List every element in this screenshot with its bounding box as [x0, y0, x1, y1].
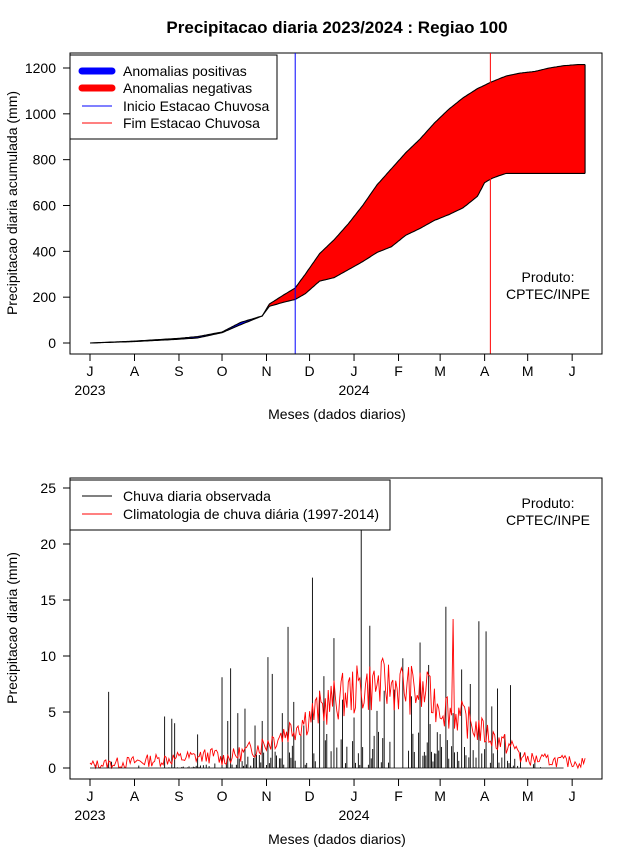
x-tick-label: M [522, 363, 534, 379]
x-tick-label: N [261, 363, 271, 379]
x-tick-label: M [434, 363, 446, 379]
x-tick-label: O [217, 788, 228, 804]
chart-title: Precipitacao diaria 2023/2024 : Regiao 1… [166, 18, 507, 37]
x-tick-label: A [480, 788, 490, 804]
x-tick-label: F [394, 788, 403, 804]
x-tick-label: J [351, 788, 358, 804]
legend-positive: Anomalias positivas [123, 63, 247, 79]
y-tick-label: 10 [40, 648, 56, 664]
panel1-legend: Anomalias positivas Anomalias negativas … [69, 54, 278, 140]
x-tick-label: S [174, 788, 183, 804]
climatology-cumulative-line [90, 64, 586, 344]
x-year-label: 2024 [338, 807, 369, 823]
legend-climatology: Climatologia de chuva diária (1997-2014) [123, 506, 379, 522]
x-tick-label: D [304, 788, 314, 804]
panel1-series [89, 53, 586, 354]
x-tick-label: J [351, 363, 358, 379]
panel2-legend: Chuva diaria observada Climatologia de c… [69, 479, 391, 531]
panel1-note-line2: CPTEC/INPE [506, 286, 590, 302]
panel2-y-label: Precipitacao diaria (mm) [4, 552, 20, 704]
negative-anomaly-area [262, 64, 586, 316]
y-tick-label: 20 [40, 536, 56, 552]
x-tick-label: D [304, 363, 314, 379]
y-tick-label: 800 [33, 152, 57, 168]
y-tick-label: 0 [48, 335, 56, 351]
x-tick-label: N [261, 788, 271, 804]
panel2-y-axis: 0 5 10 15 20 25 [40, 480, 71, 776]
y-tick-label: 15 [40, 592, 56, 608]
y-tick-label: 600 [33, 198, 57, 214]
panel2-x-label: Meses (dados diarios) [268, 831, 406, 847]
panel1-y-label: Precipitacao diaria acumulada (mm) [4, 91, 20, 315]
x-tick-label: J [87, 788, 94, 804]
climatology-line [89, 618, 586, 770]
panel1-note-line1: Produto: [522, 269, 575, 285]
x-tick-label: O [217, 363, 228, 379]
y-tick-label: 200 [33, 289, 57, 305]
x-year-label: 2023 [74, 382, 105, 398]
y-tick-label: 1000 [25, 106, 56, 122]
panel2-note-line1: Produto: [522, 495, 575, 511]
x-tick-label: J [87, 363, 94, 379]
y-tick-label: 1200 [25, 60, 56, 76]
legend-onset: Inicio Estacao Chuvosa [123, 98, 270, 114]
y-tick-label: 25 [40, 480, 56, 496]
x-tick-label: J [569, 788, 576, 804]
panel1-x-label: Meses (dados diarios) [268, 406, 406, 422]
x-tick-label: M [434, 788, 446, 804]
panel2-x-axis: J A S O N D J F M A M J 2023 2024 [74, 778, 576, 823]
x-tick-label: M [522, 788, 534, 804]
y-tick-label: 0 [48, 760, 56, 776]
observed-cumulative-line [89, 172, 586, 344]
panel2-legend-box [69, 479, 391, 531]
legend-negative: Anomalias negativas [123, 80, 252, 96]
x-tick-label: A [130, 788, 140, 804]
x-tick-label: F [394, 363, 403, 379]
legend-observed: Chuva diaria observada [123, 488, 271, 504]
panel2-note-line2: CPTEC/INPE [506, 512, 590, 528]
x-tick-label: A [480, 363, 490, 379]
x-tick-label: A [130, 363, 140, 379]
y-tick-label: 5 [48, 704, 56, 720]
x-year-label: 2024 [338, 382, 369, 398]
legend-end: Fim Estacao Chuvosa [123, 115, 260, 131]
x-year-label: 2023 [74, 807, 105, 823]
panel1-y-axis: 0 200 400 600 800 1000 1200 [25, 60, 71, 351]
x-tick-label: S [174, 363, 183, 379]
panel2-series [89, 529, 586, 770]
y-tick-label: 400 [33, 243, 57, 259]
x-tick-label: J [569, 363, 576, 379]
panel1-x-axis: J A S O N D J F M A M J 2023 2024 [74, 353, 576, 398]
